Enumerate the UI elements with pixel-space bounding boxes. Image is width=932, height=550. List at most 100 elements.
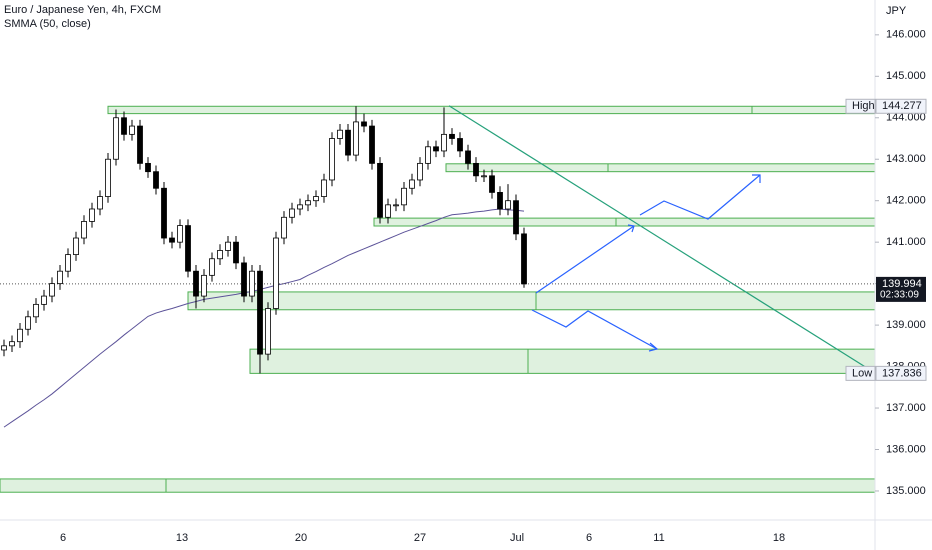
zone — [107, 105, 876, 115]
candle-body — [137, 125, 143, 164]
zone — [187, 291, 876, 311]
candle-body — [209, 258, 215, 276]
candle-body — [25, 316, 31, 330]
x-tick-label: 27 — [414, 532, 426, 544]
y-tick-label: 135.000 — [886, 485, 926, 497]
x-tick-label: 11 — [653, 532, 664, 544]
x-tick-label: 6 — [586, 532, 592, 544]
candle-body — [497, 192, 503, 210]
marker-label: High — [852, 100, 875, 112]
indicator-label: SMMA (50, close) — [4, 18, 91, 30]
zone — [249, 348, 876, 374]
marker-price: 137.836 — [882, 367, 922, 379]
candle-body — [57, 270, 63, 285]
candle-body — [193, 270, 199, 297]
candle-body — [305, 200, 311, 206]
candle-body — [225, 241, 231, 251]
zone — [445, 163, 876, 173]
zone — [0, 478, 876, 493]
candle-body — [449, 133, 455, 139]
marker-price-box — [875, 365, 927, 381]
candle-body — [265, 308, 271, 355]
x-tick-label: 20 — [295, 532, 307, 544]
candle-body — [17, 328, 23, 343]
chart-title: Euro / Japanese Yen, 4h, FXCM — [4, 4, 161, 16]
candle-body — [457, 138, 463, 152]
y-tick-label: 137.000 — [886, 402, 926, 414]
candle-body — [393, 204, 399, 207]
candle-body — [65, 254, 71, 272]
candle-body — [289, 208, 295, 218]
candle-body — [353, 121, 359, 156]
x-tick-label: 13 — [176, 532, 188, 544]
arrow-head — [627, 224, 635, 233]
arrow — [531, 309, 658, 350]
candle-body — [401, 187, 407, 206]
y-tick-label: 136.000 — [886, 443, 926, 455]
candle-body — [377, 162, 383, 218]
candle-body — [185, 225, 191, 272]
candle-body — [441, 133, 447, 152]
candle-body — [233, 241, 239, 264]
trendline — [448, 105, 871, 371]
candle-body — [145, 162, 151, 173]
smma-line — [3, 208, 525, 428]
candle-body — [417, 162, 423, 181]
candle-body — [121, 117, 127, 135]
y-tick-label: 139.000 — [886, 319, 926, 331]
marker-tag — [845, 98, 876, 114]
candle-body — [217, 250, 223, 260]
arrow-head — [752, 174, 761, 183]
arrows — [531, 174, 761, 352]
candle-body — [281, 216, 287, 239]
candle-body — [409, 179, 415, 189]
candle-body — [201, 274, 207, 297]
candle-body — [105, 158, 111, 197]
arrow — [535, 225, 635, 294]
candle-body — [329, 138, 335, 181]
candle-body — [481, 175, 487, 178]
candle-body — [473, 162, 479, 177]
y-tick-label: 142.000 — [886, 195, 926, 207]
candle-body — [425, 146, 431, 164]
marker-tag — [845, 365, 876, 381]
candle-body — [345, 129, 351, 156]
candle-body — [433, 146, 439, 152]
candle-body — [33, 303, 39, 318]
candle-body — [241, 262, 247, 297]
countdown-label: 02:33:09 — [880, 290, 919, 301]
arrow — [639, 174, 761, 220]
candle-body — [161, 187, 167, 239]
candle-body — [505, 200, 511, 210]
y-tick-label: 145.000 — [886, 70, 926, 82]
x-tick-label: Jul — [510, 532, 524, 544]
candle-body — [257, 270, 263, 355]
candle-body — [297, 204, 303, 210]
candle-body — [489, 175, 495, 193]
last-price-box — [876, 276, 926, 302]
zone — [373, 217, 876, 227]
candle-body — [129, 125, 135, 135]
y-tick-label: 141.000 — [886, 236, 926, 248]
candle-body — [513, 200, 519, 235]
marker-label: Low — [852, 367, 872, 379]
plot — [0, 105, 876, 493]
candle-body — [249, 270, 255, 297]
candle-body — [113, 117, 119, 160]
candle-body — [153, 171, 159, 189]
candle-body — [273, 237, 279, 309]
last-price-label: 139.994 — [882, 278, 922, 290]
candle-body — [49, 283, 55, 297]
arrow-head — [648, 342, 659, 352]
candle-body — [73, 237, 79, 256]
y-tick-label: 143.000 — [886, 153, 926, 165]
candle-body — [81, 221, 87, 239]
candle-body — [41, 295, 47, 305]
candle-body — [177, 225, 183, 243]
x-tick-label: 18 — [773, 532, 785, 544]
marker-price-box — [875, 98, 927, 114]
candle-body — [465, 150, 471, 164]
candle-body — [9, 341, 15, 347]
candle-body — [97, 196, 103, 210]
candle-body — [313, 196, 319, 202]
